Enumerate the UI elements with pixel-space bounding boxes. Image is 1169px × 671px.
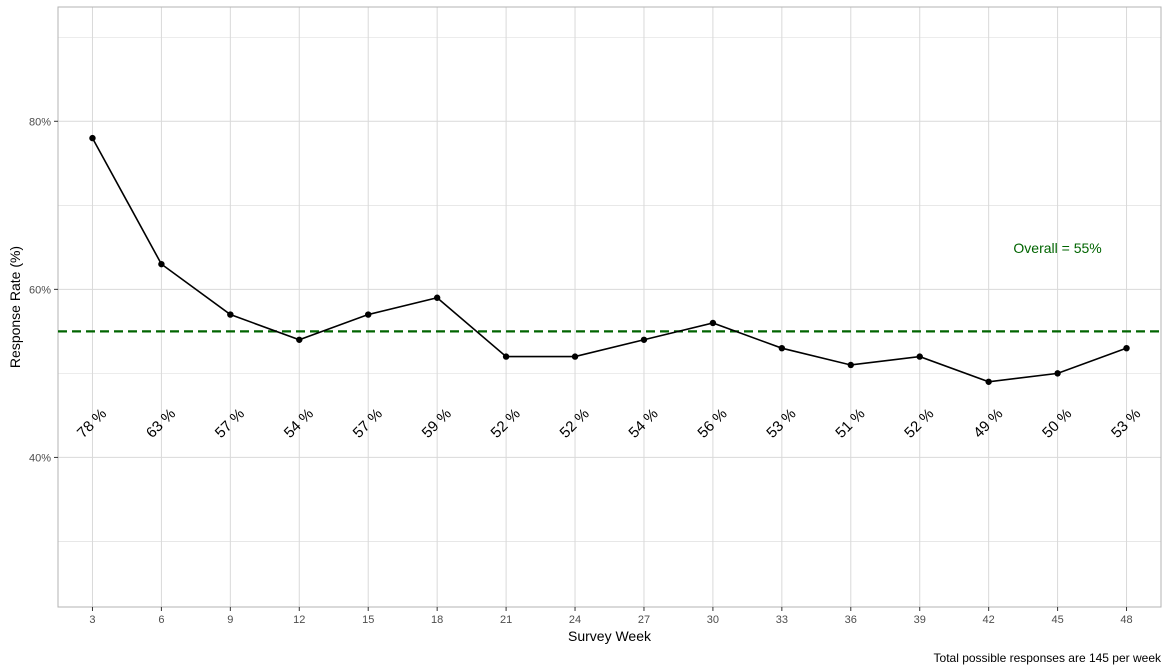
data-point [89,134,96,142]
x-tick-label: 42 [983,614,995,626]
data-point [1054,370,1061,377]
x-axis-ticks: 3 6 9 12 15 18 21 24 27 30 33 36 39 42 45 48 [89,607,1133,626]
panel-border [57,6,1162,608]
x-axis-title: Survey Week [568,628,652,644]
x-tick-label: 48 [1120,614,1132,626]
x-tick-label: 36 [845,614,857,626]
data-point [847,361,854,369]
data-point [227,311,234,318]
x-tick-label: 18 [431,614,443,626]
x-tick-label: 33 [776,614,788,626]
major-gridlines [58,7,1161,607]
y-tick-label: 40% [29,452,51,464]
minor-gridlines [58,36,1161,542]
data-point [778,344,786,352]
data-point [640,336,648,343]
data-labels: 78 % 63 % 57 % 54 % 57 % 59 % 52 % 52 % 54 % 56 %… [74,405,1144,441]
x-tick-label: 21 [500,614,512,626]
data-point [709,319,717,327]
data-point [365,311,372,318]
chart-caption: Total possible responses are 145 per wee… [934,651,1162,665]
series-line [91,137,1127,383]
x-tick-label: 3 [89,614,95,626]
y-tick-label: 80% [29,116,51,128]
x-tick-label: 45 [1051,614,1063,626]
data-points [89,134,1130,385]
data-point [296,336,303,343]
x-tick-label: 24 [569,614,581,626]
data-point [433,294,441,301]
data-point [571,353,579,360]
data-point [1123,344,1130,352]
x-tick-label: 9 [227,614,233,626]
x-tick-label: 15 [362,614,374,626]
x-tick-label: 6 [158,614,164,626]
y-tick-label: 60% [29,284,51,296]
x-tick-label: 30 [707,614,719,626]
x-tick-label: 12 [293,614,305,626]
y-axis-title: Response Rate (%) [7,246,23,368]
data-point [158,260,165,268]
x-tick-label: 39 [914,614,926,626]
data-point [916,353,923,360]
y-axis-ticks: 40% 60% 80% [29,116,58,464]
data-point [985,378,992,385]
x-tick-label: 27 [638,614,650,626]
overall-annotation: Overall = 55% [1013,240,1101,256]
data-point [502,353,510,360]
